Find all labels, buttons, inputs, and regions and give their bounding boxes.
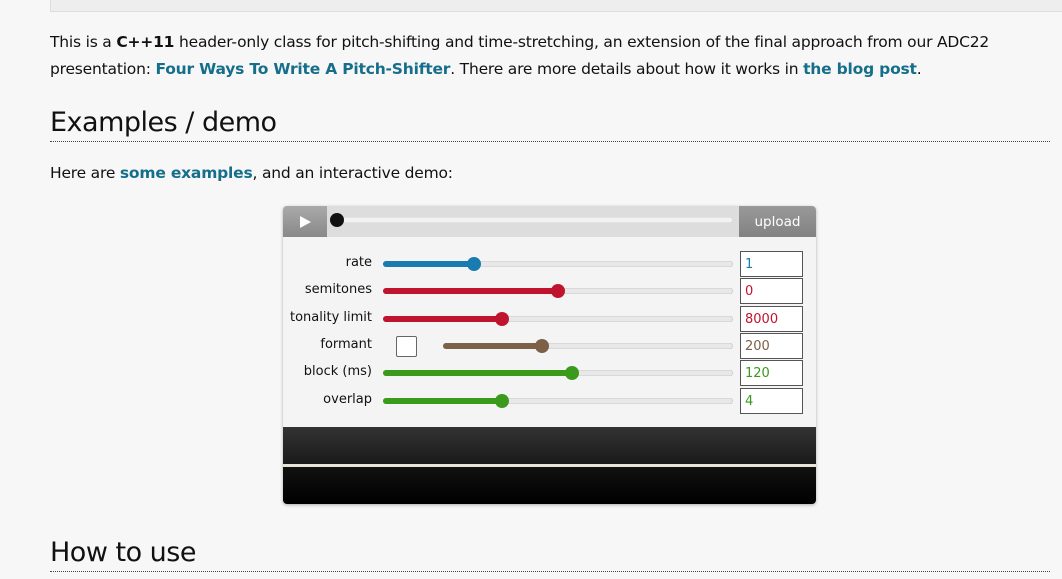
demo-player: upload rate 1 semitones 0 tonality limit 8000…: [283, 206, 816, 504]
block-ms-slider[interactable]: [383, 366, 733, 381]
spectrum-display: [283, 467, 816, 504]
blog-post-link[interactable]: the blog post: [803, 60, 917, 78]
control-label: rate: [345, 255, 372, 270]
slider-thumb[interactable]: [534, 338, 549, 353]
play-icon: [300, 215, 311, 228]
play-button[interactable]: [283, 206, 327, 237]
tonality-limit-slider[interactable]: [383, 311, 733, 326]
control-label: overlap: [323, 391, 372, 407]
code-box: [50, 0, 1062, 12]
slider-thumb[interactable]: [495, 311, 509, 326]
slider-fill: [383, 397, 502, 404]
formant-value-input[interactable]: 200: [740, 332, 803, 359]
control-row-overlap: overlap 4: [283, 387, 816, 416]
slider-fill: [383, 288, 558, 295]
waveform-display: [283, 427, 816, 464]
block-ms-value-input[interactable]: 120: [740, 360, 803, 387]
slider-thumb[interactable]: [467, 257, 481, 271]
text: , and an interactive demo:: [252, 164, 454, 182]
upload-button[interactable]: upload: [739, 206, 816, 237]
formant-slider[interactable]: [443, 338, 733, 353]
control-label: block (ms): [303, 364, 372, 380]
control-label: formant: [320, 336, 372, 352]
overlap-slider[interactable]: [383, 393, 733, 408]
rate-slider[interactable]: [383, 257, 733, 271]
control-label: semitones: [304, 282, 372, 298]
control-row-block-ms: block (ms) 120: [283, 360, 816, 388]
semitones-value-input[interactable]: 0: [740, 278, 803, 305]
text: header-only class for pitch-shifting and…: [50, 33, 990, 78]
rate-value-input[interactable]: 1: [740, 251, 803, 277]
text: This is a: [50, 33, 117, 51]
slider-thumb[interactable]: [551, 284, 565, 299]
slider-fill: [383, 261, 474, 267]
heading-examples: Examples / demo: [50, 106, 1050, 142]
formant-checkbox[interactable]: [396, 335, 417, 357]
heading-how-to-use: How to use: [50, 536, 1050, 572]
control-row-formant: formant 200: [283, 332, 816, 361]
overlap-value-input[interactable]: 4: [740, 387, 803, 414]
intro-paragraph: This is a C++11 header-only class for pi…: [50, 29, 1050, 83]
text: .: [916, 60, 922, 78]
slider-thumb[interactable]: [495, 393, 509, 408]
progress-thumb[interactable]: [330, 213, 344, 227]
text: . There are more details about how it wo…: [450, 60, 804, 78]
control-row-semitones: semitones 0: [283, 278, 816, 306]
divider: [283, 464, 816, 467]
control-row-rate: rate 1: [283, 251, 816, 279]
slider-thumb[interactable]: [565, 366, 579, 381]
pitch-shifter-link[interactable]: Four Ways To Write A Pitch-Shifter: [155, 60, 451, 78]
progress-slider[interactable]: [330, 213, 733, 227]
examples-paragraph: Here are some examples, and an interacti…: [50, 160, 453, 187]
semitones-slider[interactable]: [383, 284, 733, 299]
slider-fill: [383, 370, 572, 377]
control-row-tonality-limit: tonality limit 8000: [283, 305, 816, 334]
transport-bar: upload: [283, 206, 816, 237]
slider-fill: [383, 315, 502, 322]
tonality-limit-value-input[interactable]: 8000: [740, 305, 803, 332]
cpp-bold: C++11: [116, 33, 175, 51]
slider-fill: [443, 342, 542, 349]
control-label: tonality limit: [290, 309, 372, 325]
text: Here are: [50, 164, 120, 182]
examples-link[interactable]: some examples: [119, 164, 253, 182]
